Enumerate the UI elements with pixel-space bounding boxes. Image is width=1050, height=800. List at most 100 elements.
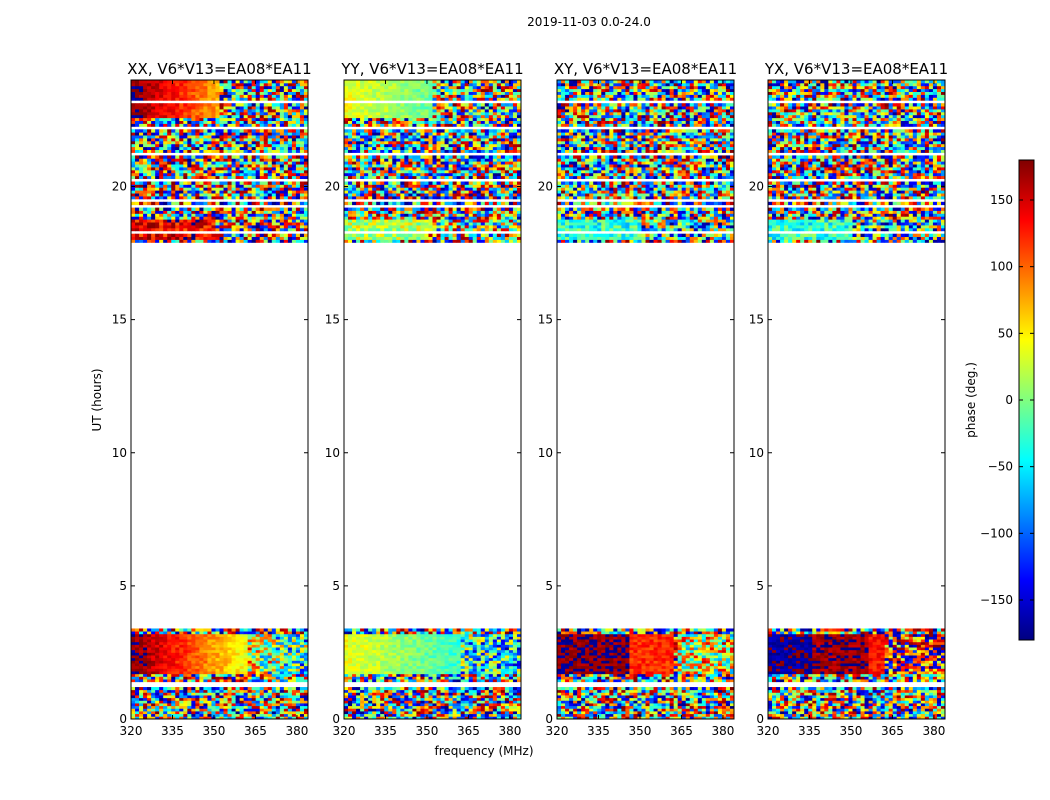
heatmap-cell bbox=[279, 628, 285, 632]
heatmap-cell bbox=[275, 641, 281, 645]
heatmap-cell bbox=[408, 689, 413, 693]
heatmap-cell bbox=[392, 633, 397, 637]
heatmap-cell bbox=[251, 657, 257, 661]
heatmap-cell bbox=[243, 129, 249, 133]
heatmap-cell bbox=[175, 167, 180, 171]
heatmap-cell bbox=[283, 655, 289, 659]
heatmap-cell bbox=[231, 663, 236, 667]
heatmap-cell bbox=[243, 190, 249, 194]
heatmap-cell bbox=[488, 671, 494, 675]
heatmap-cell bbox=[500, 668, 506, 672]
heatmap-cell bbox=[135, 705, 140, 709]
heatmap-cell bbox=[444, 695, 449, 699]
heatmap-cell bbox=[199, 158, 204, 162]
heatmap-cell bbox=[223, 85, 228, 90]
heatmap-cell bbox=[155, 135, 160, 139]
heatmap-cell bbox=[428, 663, 433, 667]
heatmap-cell bbox=[199, 233, 204, 238]
heatmap-cell bbox=[283, 149, 289, 153]
heatmap-cell bbox=[203, 109, 208, 113]
heatmap-cell bbox=[396, 633, 401, 637]
heatmap-cell bbox=[139, 236, 144, 240]
heatmap-cell bbox=[488, 703, 494, 707]
heatmap-cell bbox=[215, 695, 220, 699]
heatmap-cell bbox=[275, 193, 281, 197]
heatmap-cell bbox=[512, 687, 518, 691]
heatmap-cell bbox=[239, 225, 245, 229]
heatmap-cell bbox=[344, 676, 349, 680]
heatmap-cell bbox=[392, 713, 397, 717]
heatmap-cell bbox=[263, 158, 269, 162]
heatmap-cell bbox=[368, 660, 373, 664]
heatmap-cell bbox=[195, 700, 200, 704]
heatmap-cell bbox=[239, 82, 245, 87]
heatmap-cell bbox=[183, 143, 188, 148]
heatmap-cell bbox=[452, 716, 458, 720]
heatmap-cell bbox=[251, 85, 257, 90]
heatmap-cell bbox=[476, 652, 482, 656]
heatmap-cell bbox=[179, 671, 184, 675]
heatmap-cell bbox=[436, 649, 441, 653]
heatmap-cell bbox=[211, 213, 216, 217]
heatmap-cell bbox=[344, 649, 349, 653]
heatmap-cell bbox=[492, 679, 498, 683]
heatmap-cell bbox=[512, 705, 518, 709]
heatmap-cell bbox=[219, 120, 224, 124]
heatmap-cell bbox=[271, 641, 277, 645]
heatmap-cell bbox=[396, 695, 401, 699]
heatmap-cell bbox=[199, 169, 204, 174]
heatmap-cell bbox=[400, 649, 405, 653]
heatmap-cell bbox=[516, 716, 522, 720]
heatmap-cell bbox=[187, 123, 192, 127]
heatmap-cell bbox=[512, 652, 518, 656]
heatmap-cell bbox=[163, 146, 168, 151]
heatmap-cell bbox=[203, 164, 208, 168]
heatmap-cell bbox=[163, 697, 168, 701]
heatmap-cell bbox=[267, 631, 273, 635]
heatmap-cell bbox=[139, 657, 144, 661]
heatmap-cell bbox=[255, 708, 261, 712]
heatmap-cell bbox=[219, 233, 224, 238]
heatmap-cell bbox=[195, 663, 200, 667]
heatmap-cell bbox=[223, 120, 228, 124]
heatmap-cell bbox=[163, 187, 168, 191]
heatmap-cell bbox=[271, 181, 277, 185]
heatmap-cell bbox=[139, 711, 144, 715]
heatmap-cell bbox=[436, 708, 441, 712]
heatmap-cell bbox=[183, 184, 188, 188]
heatmap-cell bbox=[372, 649, 377, 653]
heatmap-cell bbox=[215, 655, 220, 659]
heatmap-cell bbox=[400, 641, 405, 645]
heatmap-cell bbox=[380, 708, 385, 712]
heatmap-cell bbox=[295, 117, 301, 121]
heatmap-cell bbox=[287, 138, 293, 142]
heatmap-cell bbox=[444, 668, 449, 672]
heatmap-cell bbox=[279, 652, 285, 656]
heatmap-cell bbox=[255, 123, 261, 127]
heatmap-cell bbox=[500, 695, 506, 699]
heatmap-cell bbox=[299, 687, 305, 691]
heatmap-cell bbox=[472, 700, 478, 704]
heatmap-cell bbox=[267, 129, 273, 133]
heatmap-cell bbox=[295, 143, 301, 148]
heatmap-cell bbox=[275, 184, 281, 188]
heatmap-cell bbox=[215, 80, 220, 84]
heatmap-cell bbox=[211, 679, 216, 683]
heatmap-cell bbox=[175, 689, 180, 693]
heatmap-cell bbox=[143, 679, 148, 683]
heatmap-cell bbox=[199, 149, 204, 153]
heatmap-cell bbox=[448, 655, 454, 659]
heatmap-cell bbox=[259, 657, 265, 661]
heatmap-cell bbox=[484, 633, 490, 637]
heatmap-cell bbox=[259, 692, 265, 696]
heatmap-cell bbox=[432, 663, 437, 667]
heatmap-cell bbox=[368, 716, 373, 720]
heatmap-cell bbox=[147, 97, 152, 101]
heatmap-cell bbox=[251, 140, 257, 145]
heatmap-cell bbox=[444, 671, 449, 675]
heatmap-cell bbox=[291, 169, 297, 174]
heatmap-cell bbox=[179, 117, 184, 121]
heatmap-cell bbox=[131, 85, 136, 90]
heatmap-cell bbox=[283, 219, 289, 223]
heatmap-cell bbox=[283, 175, 289, 180]
